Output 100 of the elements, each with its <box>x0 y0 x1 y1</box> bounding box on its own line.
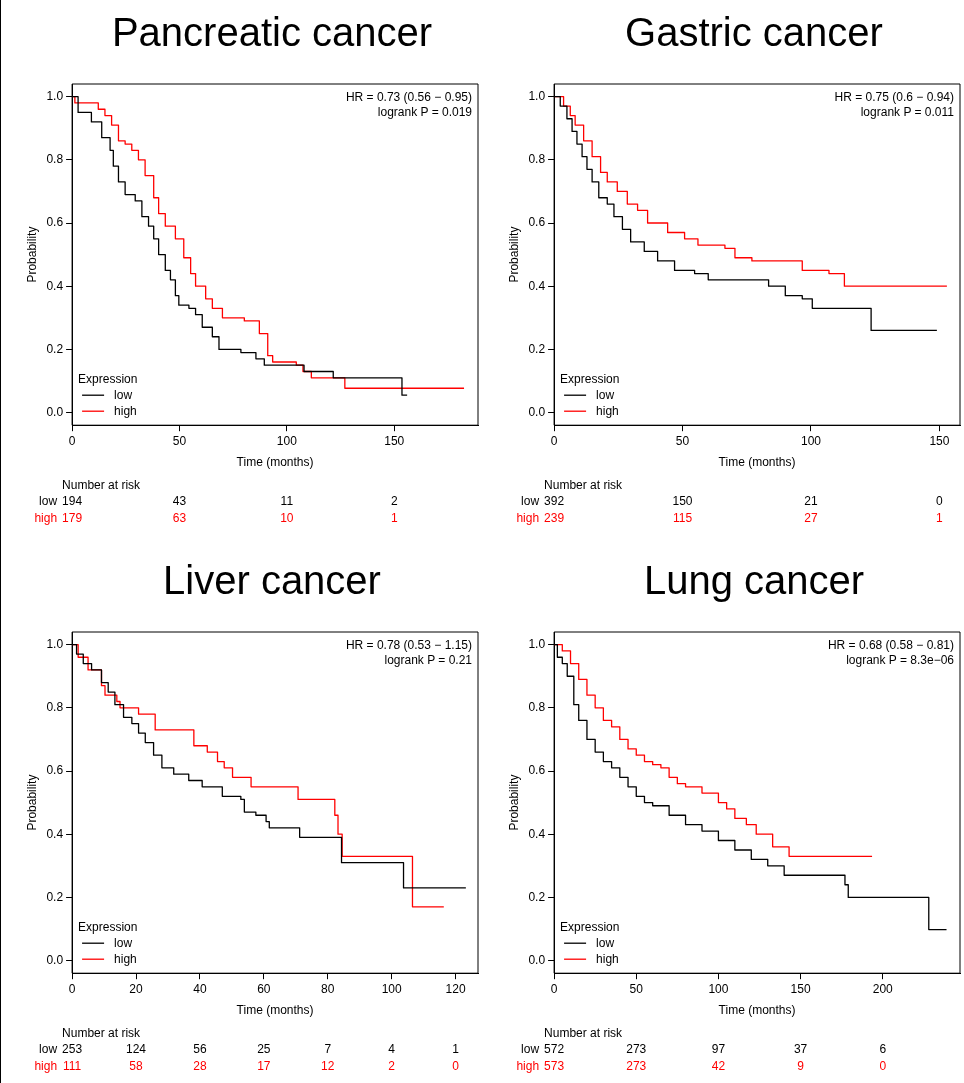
text: high <box>516 511 540 525</box>
x-tick-label: 50 <box>172 433 187 448</box>
y-axis-title: Probability <box>506 226 521 283</box>
text: Number at risk <box>62 478 141 492</box>
text: 273 <box>626 1042 647 1056</box>
x-tick-label: 20 <box>129 981 143 996</box>
text: 6 <box>879 1042 887 1056</box>
x-tick-label: 60 <box>257 981 271 996</box>
legend-title: Expression <box>78 919 138 934</box>
text: 43 <box>172 494 187 508</box>
y-tick-label: 0.4 <box>46 278 64 293</box>
y-tick-label: 1.0 <box>528 88 546 103</box>
x-tick-label: 100 <box>381 981 403 996</box>
y-axis-title: Probability <box>24 774 39 831</box>
text: 27 <box>804 511 818 525</box>
y-tick-label: 0.2 <box>528 889 546 904</box>
y-tick-label: 0.0 <box>46 404 64 419</box>
chart-title: Lung cancer <box>642 558 866 603</box>
legend-label: low <box>596 387 615 402</box>
annotation: HR = 0.75 (0.6 − 0.94) <box>834 90 954 105</box>
x-tick-label: 150 <box>790 981 811 996</box>
x-tick-label: 80 <box>321 981 335 996</box>
text: 63 <box>172 511 187 525</box>
legend-label: high <box>596 403 619 418</box>
y-axis-title: Probability <box>506 774 521 831</box>
y-tick-label: 0.8 <box>528 700 546 715</box>
text: 253 <box>62 1042 83 1056</box>
legend-title: Expression <box>560 919 620 934</box>
text: high <box>34 1059 58 1073</box>
text: Number at risk <box>62 1026 141 1040</box>
legend-label: low <box>114 387 133 402</box>
y-tick-label: 1.0 <box>528 636 546 651</box>
y-tick-label: 0.2 <box>528 341 546 356</box>
text: 0 <box>936 494 943 508</box>
text: Number at risk <box>544 478 623 492</box>
text: 97 <box>711 1042 726 1056</box>
text: 11 <box>280 494 294 508</box>
text: low <box>39 1042 58 1056</box>
y-tick-label: 1.0 <box>46 636 64 651</box>
text: 572 <box>544 1042 565 1056</box>
text: 42 <box>711 1059 726 1073</box>
annotation: HR = 0.78 (0.53 − 1.15) <box>345 638 472 653</box>
text: high <box>34 511 58 525</box>
text: 25 <box>257 1042 271 1056</box>
x-tick-label: 0 <box>68 981 76 996</box>
x-tick-label: 50 <box>675 433 690 448</box>
y-tick-label: 0.2 <box>46 341 64 356</box>
y-tick-label: 0.8 <box>46 152 64 167</box>
y-tick-label: 0.8 <box>46 700 64 715</box>
text: 17 <box>257 1059 271 1073</box>
text: 12 <box>321 1059 335 1073</box>
y-tick-label: 0.6 <box>46 763 64 778</box>
text: low <box>39 494 58 508</box>
chart-title: Pancreatic cancer <box>110 10 434 55</box>
text: low <box>521 494 540 508</box>
text: 37 <box>793 1042 808 1056</box>
annotation: logrank P = 0.011 <box>860 105 955 120</box>
annotation: logrank P = 0.21 <box>384 653 473 668</box>
legend-title: Expression <box>560 371 620 386</box>
x-axis-title: Time (months) <box>236 1003 314 1018</box>
chart-title: Gastric cancer <box>624 10 884 55</box>
y-tick-label: 0.2 <box>46 889 64 904</box>
y-tick-label: 0.8 <box>528 152 546 167</box>
text: 124 <box>125 1042 147 1056</box>
x-tick-label: 0 <box>550 981 558 996</box>
y-tick-label: 0.6 <box>46 215 64 230</box>
y-tick-label: 0.6 <box>528 215 546 230</box>
legend-label: high <box>596 951 619 966</box>
x-tick-label: 0 <box>68 433 76 448</box>
annotation: logrank P = 0.019 <box>377 105 473 120</box>
text: 0 <box>452 1059 459 1073</box>
text: 7 <box>324 1042 332 1056</box>
legend-label: low <box>114 935 133 950</box>
legend-title: Expression <box>78 371 138 386</box>
text: 28 <box>193 1059 207 1073</box>
text: 2 <box>388 1059 396 1073</box>
text: 1 <box>936 511 943 525</box>
x-axis-title: Time (months) <box>718 1003 796 1018</box>
x-axis-title: Time (months) <box>718 455 796 470</box>
annotation: HR = 0.73 (0.56 − 0.95) <box>345 90 472 105</box>
x-tick-label: 120 <box>445 981 466 996</box>
text: 56 <box>193 1042 207 1056</box>
legend-label: low <box>596 935 615 950</box>
text: 10 <box>280 511 294 525</box>
annotation: logrank P = 8.3e−06 <box>846 653 955 668</box>
y-tick-label: 1.0 <box>46 88 64 103</box>
x-tick-label: 50 <box>629 981 644 996</box>
x-tick-label: 100 <box>708 981 729 996</box>
text: 1 <box>452 1042 459 1056</box>
text: 179 <box>62 511 83 525</box>
text: 273 <box>626 1059 647 1073</box>
x-tick-label: 40 <box>193 981 207 996</box>
y-tick-label: 0.4 <box>528 826 546 841</box>
y-tick-label: 0.0 <box>528 952 546 967</box>
text: 573 <box>544 1059 565 1073</box>
text: 392 <box>544 494 565 508</box>
text: 1 <box>390 511 398 525</box>
y-tick-label: 0.0 <box>46 952 64 967</box>
text: high <box>516 1059 540 1073</box>
annotation: HR = 0.68 (0.58 − 0.81) <box>827 638 954 653</box>
